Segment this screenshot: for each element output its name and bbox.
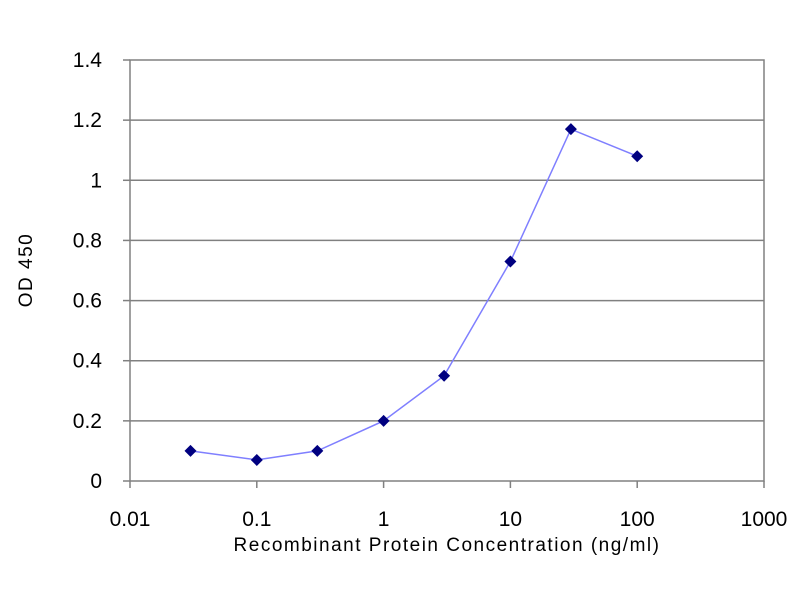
- x-tick-label: 0.1: [242, 508, 271, 531]
- y-tick-label: 1.2: [73, 109, 102, 132]
- x-tick-label: 1: [378, 508, 390, 531]
- x-axis-title: Recombinant Protein Concentration (ng/ml…: [234, 535, 661, 556]
- series: [184, 123, 644, 466]
- data-point: [250, 453, 263, 466]
- y-tick-label: 1: [90, 169, 102, 192]
- y-tick-label: 0.6: [73, 290, 102, 313]
- x-tick-labels: 0.01 0.1 1 10 100 1000: [110, 508, 788, 531]
- y-tick-label: 0.4: [73, 350, 103, 373]
- y-axis-title: OD 450: [16, 233, 37, 307]
- data-point: [631, 150, 644, 163]
- x-tick-label: 10: [499, 508, 522, 531]
- x-tick-label: 1000: [741, 508, 788, 531]
- series-line: [190, 128, 638, 461]
- y-tick-label: 0.8: [73, 229, 102, 252]
- data-point: [438, 369, 451, 382]
- plot-area: [129, 59, 765, 482]
- axes: [123, 59, 765, 488]
- data-point: [504, 255, 517, 268]
- x-tick-label: 0.01: [110, 508, 151, 531]
- x-tick-label: 100: [620, 508, 655, 531]
- gridlines: [130, 119, 764, 422]
- data-point: [377, 414, 390, 427]
- data-point: [564, 123, 577, 136]
- y-tick-label: 1.4: [73, 49, 103, 72]
- data-point: [184, 444, 197, 457]
- y-tick-labels: 0 0.2 0.4 0.6 0.8 1 1.2 1.4: [73, 49, 103, 493]
- data-point: [311, 444, 324, 457]
- y-tick-label: 0: [90, 470, 102, 493]
- y-tick-label: 0.2: [73, 410, 102, 433]
